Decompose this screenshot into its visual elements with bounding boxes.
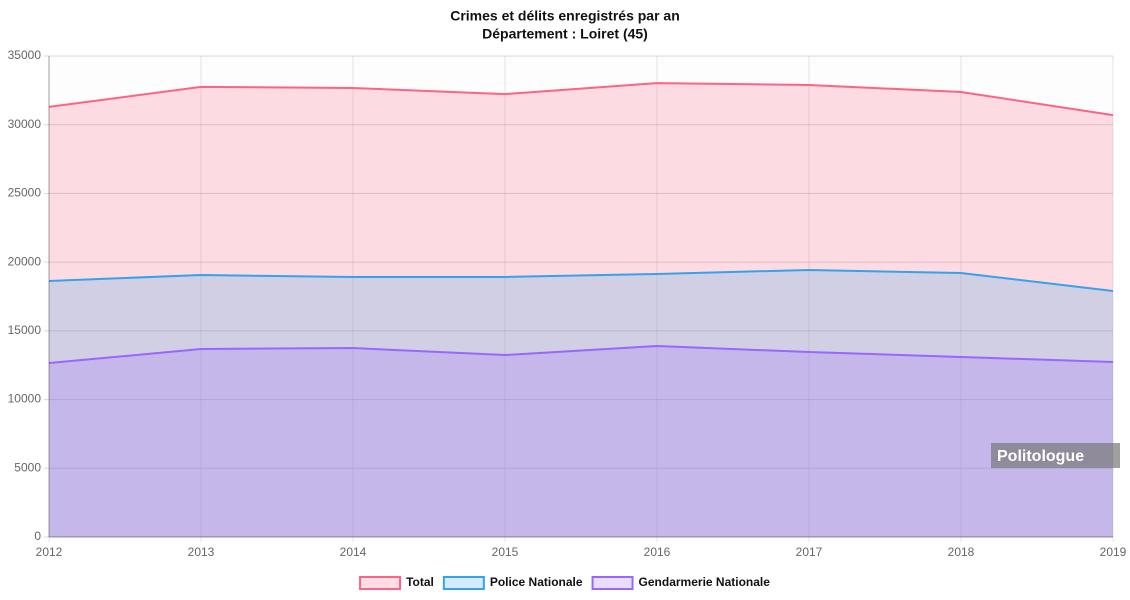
- x-tick-label: 2019: [1100, 545, 1127, 559]
- x-tick-label: 2013: [188, 545, 215, 559]
- legend-label: Gendarmerie Nationale: [639, 575, 771, 589]
- area-fill: [49, 83, 1113, 537]
- watermark-text: Politologue: [997, 448, 1084, 465]
- y-tick-label: 30000: [8, 117, 42, 131]
- x-tick-label: 2016: [644, 545, 671, 559]
- y-tick-label: 20000: [8, 254, 42, 268]
- area-fill: [49, 345, 1113, 537]
- x-tick-label: 2018: [948, 545, 975, 559]
- legend-swatch: [442, 576, 485, 590]
- legend-label: Police Nationale: [490, 575, 583, 589]
- series-line: [48, 268, 1114, 292]
- legend-item: Total: [359, 575, 434, 590]
- x-tick-label: 2014: [340, 545, 367, 559]
- x-tick-label: 2012: [36, 545, 63, 559]
- y-tick-label: 35000: [8, 48, 42, 62]
- legend-swatch: [359, 576, 402, 590]
- x-tick-label: 2015: [492, 545, 519, 559]
- y-tick-label: 0: [34, 529, 41, 543]
- plot-background: [49, 56, 1113, 537]
- legend-label: Total: [406, 575, 434, 589]
- y-tick-label: 10000: [8, 392, 42, 406]
- legend-swatch: [591, 576, 634, 590]
- legend-item: Gendarmerie Nationale: [591, 575, 771, 590]
- chart-title: Crimes et délits enregistrés par an: [450, 8, 680, 24]
- watermark-box: [991, 443, 1120, 468]
- x-tick-label: 2017: [796, 545, 823, 559]
- legend-item: Police Nationale: [442, 575, 583, 590]
- y-tick-label: 15000: [8, 323, 42, 337]
- series-line: [48, 344, 1114, 365]
- y-tick-label: 25000: [8, 186, 42, 200]
- area-fill: [49, 269, 1113, 537]
- chart-subtitle: Département : Loiret (45): [482, 26, 648, 42]
- watermark: Politologue: [991, 443, 1120, 468]
- y-tick-label: 5000: [14, 460, 41, 474]
- series-line: [48, 82, 1114, 117]
